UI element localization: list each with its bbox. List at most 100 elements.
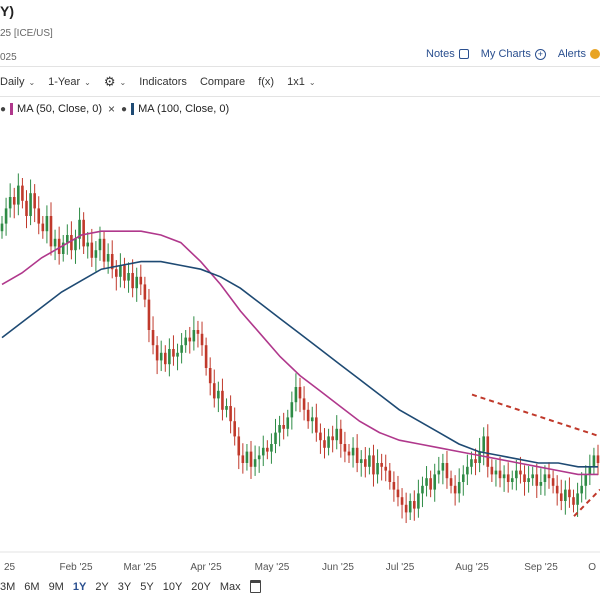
candle-body bbox=[82, 219, 85, 247]
candle-body bbox=[37, 208, 41, 224]
settings-select[interactable]: ⚙ ⌄ bbox=[104, 74, 126, 90]
range-9m[interactable]: 9M bbox=[48, 580, 64, 593]
layout-select[interactable]: 1x1 ⌄ bbox=[287, 76, 315, 88]
candle-body bbox=[270, 444, 273, 452]
candle-body bbox=[392, 482, 396, 490]
candle-body bbox=[249, 451, 253, 467]
candle-body bbox=[12, 197, 16, 205]
candle-body bbox=[302, 398, 306, 410]
candle-body bbox=[306, 409, 310, 422]
interval-label: Daily bbox=[0, 76, 25, 88]
candle-body bbox=[364, 459, 367, 467]
candle-body bbox=[592, 455, 596, 467]
candle-body bbox=[229, 406, 232, 422]
candle-body bbox=[531, 474, 534, 479]
visibility-icon[interactable]: ● bbox=[0, 103, 7, 115]
candle-body bbox=[572, 497, 575, 505]
candle-body bbox=[66, 235, 69, 243]
range-3m[interactable]: 3M bbox=[0, 580, 16, 593]
candle-body bbox=[347, 451, 351, 456]
candle-body bbox=[580, 485, 583, 494]
candle-body bbox=[478, 451, 481, 463]
candle-body bbox=[323, 440, 326, 448]
candle-body bbox=[384, 466, 388, 471]
ma100-color-swatch bbox=[131, 103, 135, 115]
study-legend: ● MA (50, Close, 0) × ● MA (100, Close, … bbox=[0, 100, 229, 118]
candle-body bbox=[110, 254, 114, 270]
range-6m[interactable]: 6M bbox=[24, 580, 40, 593]
candle-body bbox=[351, 447, 355, 456]
range-2y[interactable]: 2Y bbox=[95, 580, 109, 593]
chevron-down-icon: ⌄ bbox=[28, 77, 36, 87]
range-5y[interactable]: 5Y bbox=[140, 580, 154, 593]
candle-body bbox=[33, 193, 36, 209]
toolbar-divider bbox=[0, 96, 600, 97]
candle-body bbox=[274, 432, 277, 444]
candle-body bbox=[515, 470, 518, 479]
range-10y[interactable]: 10Y bbox=[162, 580, 183, 593]
fx-button[interactable]: f(x) bbox=[258, 76, 275, 88]
period-select[interactable]: 1-Year ⌄ bbox=[48, 76, 91, 88]
candle-body bbox=[486, 436, 490, 467]
candle-body bbox=[441, 463, 445, 471]
candle-body bbox=[143, 284, 147, 300]
candle-body bbox=[49, 216, 53, 247]
candle-body bbox=[421, 485, 424, 494]
alerts-label: Alerts bbox=[557, 48, 586, 60]
candle-body bbox=[261, 447, 265, 456]
alerts-link[interactable]: Alerts bbox=[558, 48, 600, 60]
candle-body bbox=[453, 485, 457, 494]
trendline-upper bbox=[471, 393, 600, 438]
candle-body bbox=[253, 459, 257, 467]
range-20y[interactable]: 20Y bbox=[191, 580, 211, 593]
alert-icon bbox=[590, 49, 600, 59]
my-charts-link[interactable]: My Charts + bbox=[481, 48, 546, 60]
candle-body bbox=[290, 402, 294, 418]
interval-select[interactable]: Daily ⌄ bbox=[0, 76, 35, 88]
candle-body bbox=[221, 390, 224, 410]
notes-link[interactable]: Notes bbox=[426, 48, 469, 60]
candle-body bbox=[506, 474, 510, 482]
candle-body bbox=[123, 265, 126, 281]
candle-body bbox=[8, 197, 12, 209]
range-3y[interactable]: 3Y bbox=[117, 580, 132, 593]
candle-body bbox=[184, 337, 187, 346]
candle-body bbox=[457, 482, 461, 494]
ma100-label[interactable]: MA (100, Close, 0) bbox=[138, 103, 230, 115]
close-icon[interactable]: × bbox=[108, 102, 116, 116]
indicators-button[interactable]: Indicators bbox=[139, 76, 187, 88]
x-tick-label: Mar '25 bbox=[123, 562, 156, 573]
compare-button[interactable]: Compare bbox=[199, 76, 246, 88]
candle-body bbox=[94, 250, 98, 258]
candle-body bbox=[25, 200, 28, 216]
calendar-icon[interactable] bbox=[249, 580, 261, 593]
candle-body bbox=[0, 223, 4, 232]
visibility-icon[interactable]: ● bbox=[121, 103, 128, 115]
candle-body bbox=[237, 436, 241, 456]
candles-group bbox=[0, 173, 600, 524]
ma100-line bbox=[1, 260, 598, 468]
candle-body bbox=[445, 463, 449, 479]
candle-body bbox=[106, 254, 110, 262]
candle-body bbox=[233, 421, 236, 437]
candle-body bbox=[155, 345, 159, 361]
candle-body bbox=[225, 406, 228, 410]
x-tick-label: O bbox=[588, 562, 596, 573]
candle-body bbox=[172, 349, 175, 357]
candle-body bbox=[131, 273, 134, 289]
candle-body bbox=[212, 383, 216, 399]
candle-body bbox=[543, 474, 547, 482]
price-chart[interactable]: 25 Feb '25 Mar '25 Apr '25 May '25 Jun '25 Jul… bbox=[0, 120, 600, 575]
ma50-label[interactable]: MA (50, Close, 0) bbox=[17, 103, 103, 115]
range-1y[interactable]: 1Y bbox=[72, 580, 87, 593]
top-links: Notes My Charts + Alerts bbox=[426, 48, 600, 60]
range-max[interactable]: Max bbox=[219, 580, 241, 593]
candle-body bbox=[376, 463, 379, 475]
candle-body bbox=[217, 390, 220, 399]
candle-body bbox=[490, 466, 494, 475]
candle-body bbox=[57, 238, 61, 254]
candle-body bbox=[315, 417, 318, 433]
candle-body bbox=[192, 330, 196, 342]
candle-body bbox=[286, 417, 290, 429]
candle-body bbox=[45, 216, 49, 232]
